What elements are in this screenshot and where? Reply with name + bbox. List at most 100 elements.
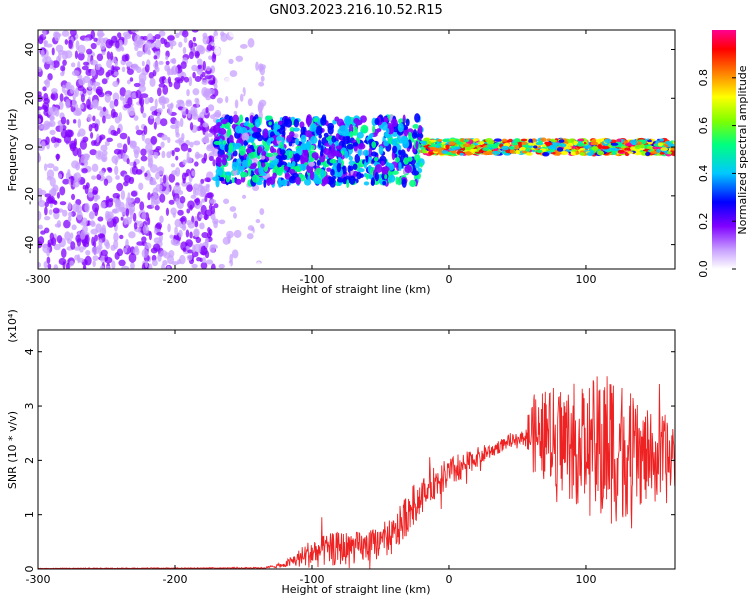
spectrogram-cell xyxy=(204,177,211,183)
spectrogram-cell xyxy=(239,114,244,123)
spectrogram-y-ticks: -40 -20 0 20 40 xyxy=(23,43,675,254)
spectrogram-cell xyxy=(419,162,424,168)
spectrogram-cell xyxy=(645,151,651,157)
spectrogram-cell xyxy=(154,205,160,211)
spectrogram-cell xyxy=(135,89,142,99)
spectrogram-cell xyxy=(193,140,201,146)
spectrogram-cell xyxy=(93,84,97,92)
spectrogram-cell xyxy=(45,56,52,65)
spectrogram-cell xyxy=(180,142,189,152)
spectrogram-cell xyxy=(174,219,182,228)
spectrogram-cell xyxy=(93,37,98,42)
spectrogram-cell xyxy=(138,182,144,191)
spectrogram-cell xyxy=(320,116,327,126)
spectrogram-cell xyxy=(471,149,477,152)
spectrogram-cell xyxy=(365,173,370,180)
spectrogram-cell xyxy=(147,217,151,226)
spectrogram-cell xyxy=(106,51,111,60)
spectrogram-cell xyxy=(79,246,84,253)
spectrogram-cell xyxy=(120,189,126,200)
spectrogram-cell xyxy=(336,162,342,173)
y-tick-label: 4 xyxy=(23,348,36,355)
spectrogram-cell xyxy=(44,201,49,208)
spectrogram-cell xyxy=(71,180,80,188)
spectrogram-cell xyxy=(448,138,456,142)
spectrogram-cell xyxy=(370,180,375,186)
spectrogram-cell xyxy=(155,145,162,151)
spectrogram-cell xyxy=(429,146,437,151)
spectrogram-cell xyxy=(123,181,129,187)
spectrogram-marks xyxy=(38,30,675,269)
spectrogram-cell xyxy=(170,207,177,215)
spectrogram-cell xyxy=(533,145,538,149)
spectrogram-cell xyxy=(194,204,201,210)
spectrogram-cell xyxy=(316,159,321,166)
spectrogram-cell xyxy=(257,199,265,209)
spectrogram-cell xyxy=(388,174,396,183)
spectrogram-cell xyxy=(174,167,181,177)
spectrogram-cell xyxy=(180,75,185,81)
spectrogram-cell xyxy=(550,151,556,155)
spectrogram-cell xyxy=(391,138,398,147)
spectrogram-cell xyxy=(604,138,612,144)
spectrogram-cell xyxy=(208,80,216,86)
spectrogram-cell xyxy=(38,224,43,230)
spectrogram-cell xyxy=(104,256,113,264)
spectrogram-cell xyxy=(401,178,407,188)
spectrogram-cell xyxy=(186,184,193,192)
spectrogram-cell xyxy=(168,199,175,205)
spectrogram-cell xyxy=(356,132,364,139)
spectrogram-cell xyxy=(45,122,53,127)
spectrogram-cell xyxy=(299,163,307,171)
spectrogram-cell xyxy=(573,140,578,146)
spectrogram-cell xyxy=(63,219,71,229)
spectrogram-cell xyxy=(583,145,591,150)
spectrogram-cell xyxy=(69,30,77,37)
spectrogram-cell xyxy=(326,167,332,172)
spectrogram-cell xyxy=(144,260,149,268)
spectrogram-cell xyxy=(208,204,213,211)
spectrogram-cell xyxy=(77,85,85,92)
spectrogram-cell xyxy=(119,234,124,240)
spectrogram-cell xyxy=(192,244,196,253)
spectrogram-cell xyxy=(247,167,252,177)
spectrogram-cell xyxy=(391,170,399,175)
spectrogram-cell xyxy=(202,122,209,128)
spectrogram-cell xyxy=(97,32,105,37)
spectrogram-cell xyxy=(84,37,90,42)
spectrogram-cell xyxy=(175,197,180,205)
spectrogram-cell xyxy=(176,99,184,105)
spectrogram-cell xyxy=(191,170,196,177)
spectrogram-cell xyxy=(119,95,124,101)
spectrogram-cell xyxy=(221,157,227,166)
spectrogram-cell xyxy=(210,94,216,100)
spectrogram-cell xyxy=(89,211,95,220)
spectrogram-cell xyxy=(363,161,368,169)
spectrogram-cell xyxy=(300,134,307,144)
spectrogram-cell xyxy=(204,209,213,217)
spectrogram-cell xyxy=(154,66,160,73)
spectrogram-cell xyxy=(305,116,312,126)
spectrogram-cell xyxy=(402,136,408,145)
spectrogram-cell xyxy=(95,150,104,160)
spectrogram-cell xyxy=(149,114,154,120)
spectrogram-cell xyxy=(120,216,124,221)
spectrogram-cell xyxy=(372,125,376,134)
spectrogram-cell xyxy=(597,144,602,149)
spectrogram-cell xyxy=(276,167,283,176)
spectrogram-cell xyxy=(77,118,82,129)
spectrogram-cell xyxy=(621,145,626,149)
spectrogram-cell xyxy=(190,194,197,199)
spectrogram-cell xyxy=(197,64,202,70)
spectrogram-cell xyxy=(374,117,380,126)
spectrogram-cell xyxy=(335,145,343,150)
y-tick-label: 0 xyxy=(23,566,36,573)
spectrogram-cell xyxy=(38,236,45,245)
spectrogram-cell xyxy=(150,135,158,145)
spectrogram-cell xyxy=(213,203,219,209)
spectrogram-cell xyxy=(213,185,221,191)
spectrogram-cell xyxy=(205,95,211,101)
spectrogram-cell xyxy=(206,192,214,199)
spectrogram-cell xyxy=(219,61,224,69)
spectrogram-cell xyxy=(374,164,383,173)
